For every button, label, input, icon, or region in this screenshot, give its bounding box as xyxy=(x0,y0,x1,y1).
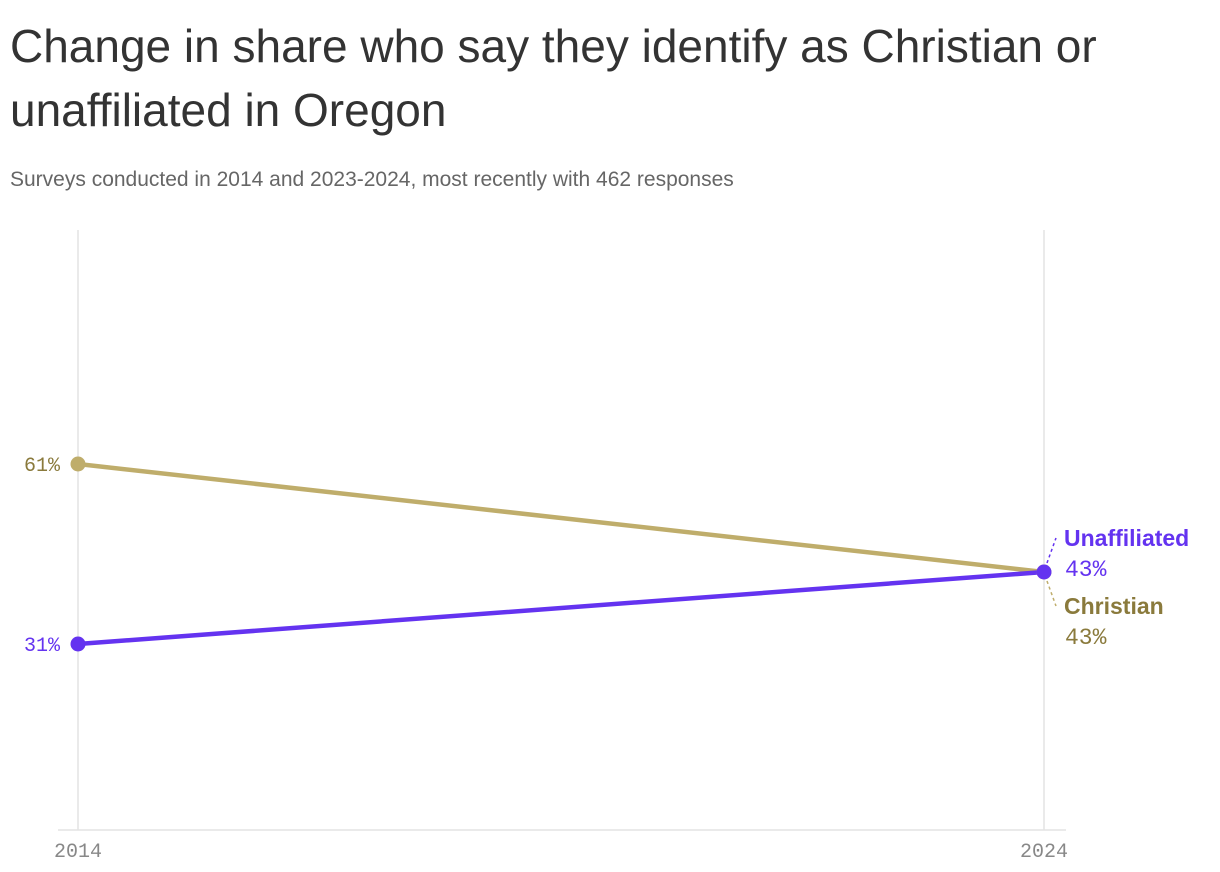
end-label-name-christian: Christian xyxy=(1064,593,1164,619)
start-value-label-unaffiliated: 31% xyxy=(24,635,61,658)
series-points xyxy=(70,456,1052,652)
end-label-name-unaffiliated: Unaffiliated xyxy=(1064,525,1189,551)
data-point-unaffiliated-2014 xyxy=(70,636,86,652)
x-axis: 2014 2024 xyxy=(54,829,1068,864)
series-lines xyxy=(75,461,1047,647)
start-value-label-christian: 61% xyxy=(24,455,61,478)
end-label-value-unaffiliated: 43% xyxy=(1065,557,1107,583)
end-label-value-christian: 43% xyxy=(1065,625,1107,651)
chart-title: Change in share who say they identify as… xyxy=(10,20,1097,136)
data-point-unaffiliated-2024 xyxy=(1036,564,1052,580)
series-line-christian xyxy=(75,461,1047,575)
x-tick-label-2024: 2024 xyxy=(1020,841,1068,864)
x-tick-label-2014: 2014 xyxy=(54,841,102,864)
chart-subtitle: Surveys conducted in 2014 and 2023-2024,… xyxy=(10,168,734,191)
series-line-unaffiliated xyxy=(75,569,1047,647)
end-label-leader-christian xyxy=(1046,580,1057,607)
end-label-leader-unaffiliated xyxy=(1046,537,1057,564)
data-point-christian-2014 xyxy=(70,456,86,472)
grid-lines xyxy=(77,230,1045,830)
value-labels: 61% 31% Unaffiliated 43% Christian 43% xyxy=(24,455,1189,658)
